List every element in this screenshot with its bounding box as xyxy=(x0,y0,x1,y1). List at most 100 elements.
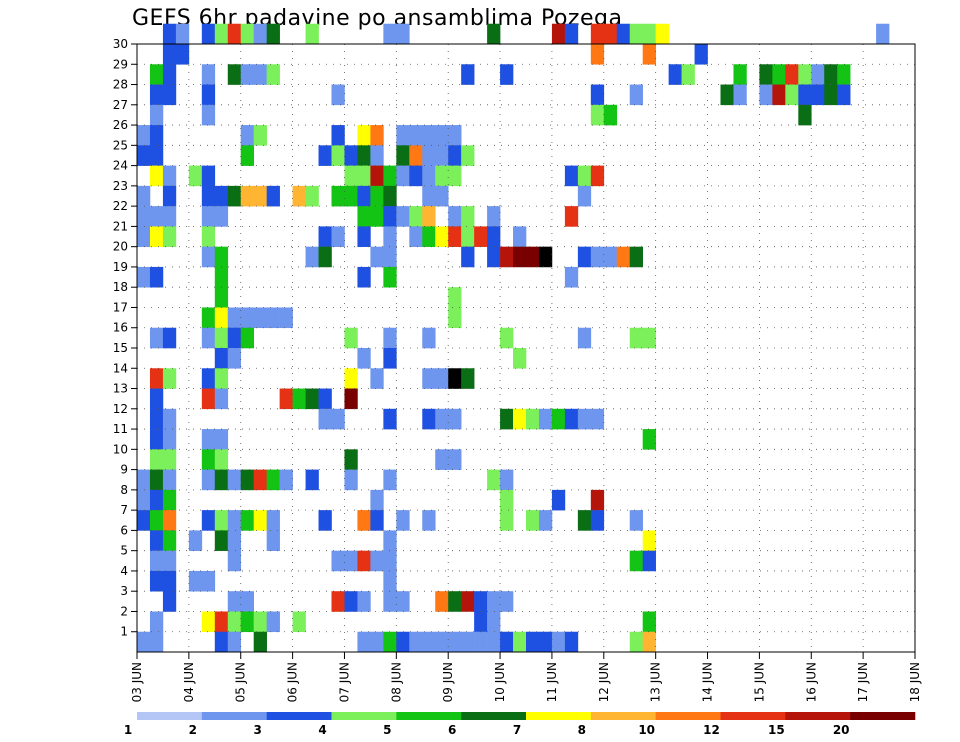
heatmap-cell xyxy=(461,591,475,612)
y-tick-label: 25 xyxy=(113,138,128,152)
heatmap-cell xyxy=(227,23,242,45)
heatmap-cell xyxy=(305,185,319,207)
heatmap-cell xyxy=(811,64,825,85)
y-tick-label: 28 xyxy=(113,78,128,92)
heatmap-cell xyxy=(240,591,254,612)
heatmap-cell xyxy=(422,631,436,653)
heatmap-cell xyxy=(266,307,280,329)
heatmap-cell xyxy=(137,631,151,653)
heatmap-cell xyxy=(513,246,527,268)
heatmap-cell xyxy=(227,64,242,85)
heatmap-cell xyxy=(422,185,436,207)
heatmap-cell xyxy=(227,348,242,369)
y-tick-label: 5 xyxy=(120,544,128,558)
heatmap-cell xyxy=(461,145,475,166)
heatmap-cell xyxy=(396,591,410,612)
heatmap-cell xyxy=(629,327,643,349)
y-tick-label: 27 xyxy=(113,98,128,112)
heatmap-cell xyxy=(811,84,825,106)
heatmap-cell xyxy=(655,23,669,45)
heatmap-cell xyxy=(435,368,449,389)
x-tick-label: 07 JUN xyxy=(337,662,351,702)
heatmap-cell xyxy=(513,631,527,653)
heatmap-cell xyxy=(526,631,540,653)
heatmap-cell xyxy=(201,23,216,45)
legend-label: 15 xyxy=(768,723,785,737)
heatmap-cell xyxy=(175,23,190,45)
heatmap-cell xyxy=(344,368,358,389)
heatmap-cell xyxy=(798,104,812,126)
heatmap-cell xyxy=(487,611,501,633)
heatmap-cell xyxy=(448,591,462,612)
heatmap-cell xyxy=(214,348,229,369)
heatmap-cell xyxy=(564,408,579,430)
heatmap-cell xyxy=(240,125,254,146)
heatmap-cell xyxy=(577,165,592,187)
heatmap-cell xyxy=(227,631,242,653)
legend-label: 8 xyxy=(578,723,586,737)
legend-swatch xyxy=(137,712,203,720)
y-tick-label: 7 xyxy=(120,503,128,517)
heatmap-cell xyxy=(564,165,579,187)
heatmap-cell xyxy=(137,510,151,531)
heatmap-cell xyxy=(629,631,643,653)
heatmap-cell xyxy=(292,185,306,207)
heatmap-cell xyxy=(318,226,332,247)
legend-label: 7 xyxy=(513,723,521,737)
heatmap-cell xyxy=(149,388,164,410)
heatmap-cell xyxy=(733,84,747,106)
heatmap-cell xyxy=(383,226,397,247)
heatmap-cell xyxy=(422,327,436,349)
heatmap-cell xyxy=(422,368,436,389)
heatmap-cell xyxy=(344,591,358,612)
heatmap-cell xyxy=(383,530,397,551)
x-tick-label: 06 JUN xyxy=(286,662,300,702)
heatmap-cell xyxy=(487,226,501,247)
heatmap-cell xyxy=(253,23,267,45)
heatmap-cell xyxy=(616,23,631,45)
legend-label: 2 xyxy=(189,723,197,737)
heatmap-cell xyxy=(201,449,216,470)
heatmap-cell xyxy=(642,530,656,551)
heatmap-cell xyxy=(526,510,540,531)
heatmap-cell xyxy=(500,631,514,653)
heatmap-cell xyxy=(149,104,164,126)
heatmap-cell xyxy=(461,206,475,227)
y-tick-label: 20 xyxy=(113,240,128,254)
x-tick-label: 10 JUN xyxy=(493,662,507,702)
heatmap-cell xyxy=(577,408,592,430)
heatmap-cell xyxy=(370,510,384,531)
legend-label: 20 xyxy=(833,723,850,737)
heatmap-cell xyxy=(214,510,229,531)
heatmap-cell xyxy=(837,64,851,85)
heatmap-cell xyxy=(253,469,267,491)
heatmap-cell xyxy=(876,23,890,45)
heatmap-cell xyxy=(253,64,267,85)
heatmap-cell xyxy=(214,287,229,308)
color-legend: 1 2 3 4 5 6 7 8 10 12 15 20 xyxy=(124,712,916,737)
heatmap-cell xyxy=(487,206,501,227)
heatmap-cell xyxy=(629,23,643,45)
heatmap-cell xyxy=(344,145,358,166)
heatmap-cell xyxy=(162,408,177,430)
heatmap-cell xyxy=(188,530,203,551)
heatmap-cell xyxy=(474,631,488,653)
heatmap-cell xyxy=(564,23,579,45)
heatmap-cell xyxy=(162,226,177,247)
heatmap-cell xyxy=(590,408,605,430)
heatmap-cell xyxy=(383,246,397,268)
heatmap-cell xyxy=(590,246,605,268)
heatmap-cell xyxy=(201,84,216,106)
heatmap-cell xyxy=(214,307,229,329)
heatmap-cell xyxy=(370,125,384,146)
heatmap-cell xyxy=(201,510,216,531)
heatmap-cell xyxy=(448,368,462,389)
heatmap-cell xyxy=(603,23,618,45)
heatmap-cell xyxy=(149,530,164,551)
heatmap-cell xyxy=(798,64,812,85)
heatmap-cell xyxy=(201,165,216,187)
y-tick-label: 10 xyxy=(113,442,128,456)
heatmap-cell xyxy=(162,206,177,227)
heatmap-cell xyxy=(357,185,371,207)
heatmap-cell xyxy=(214,530,229,551)
